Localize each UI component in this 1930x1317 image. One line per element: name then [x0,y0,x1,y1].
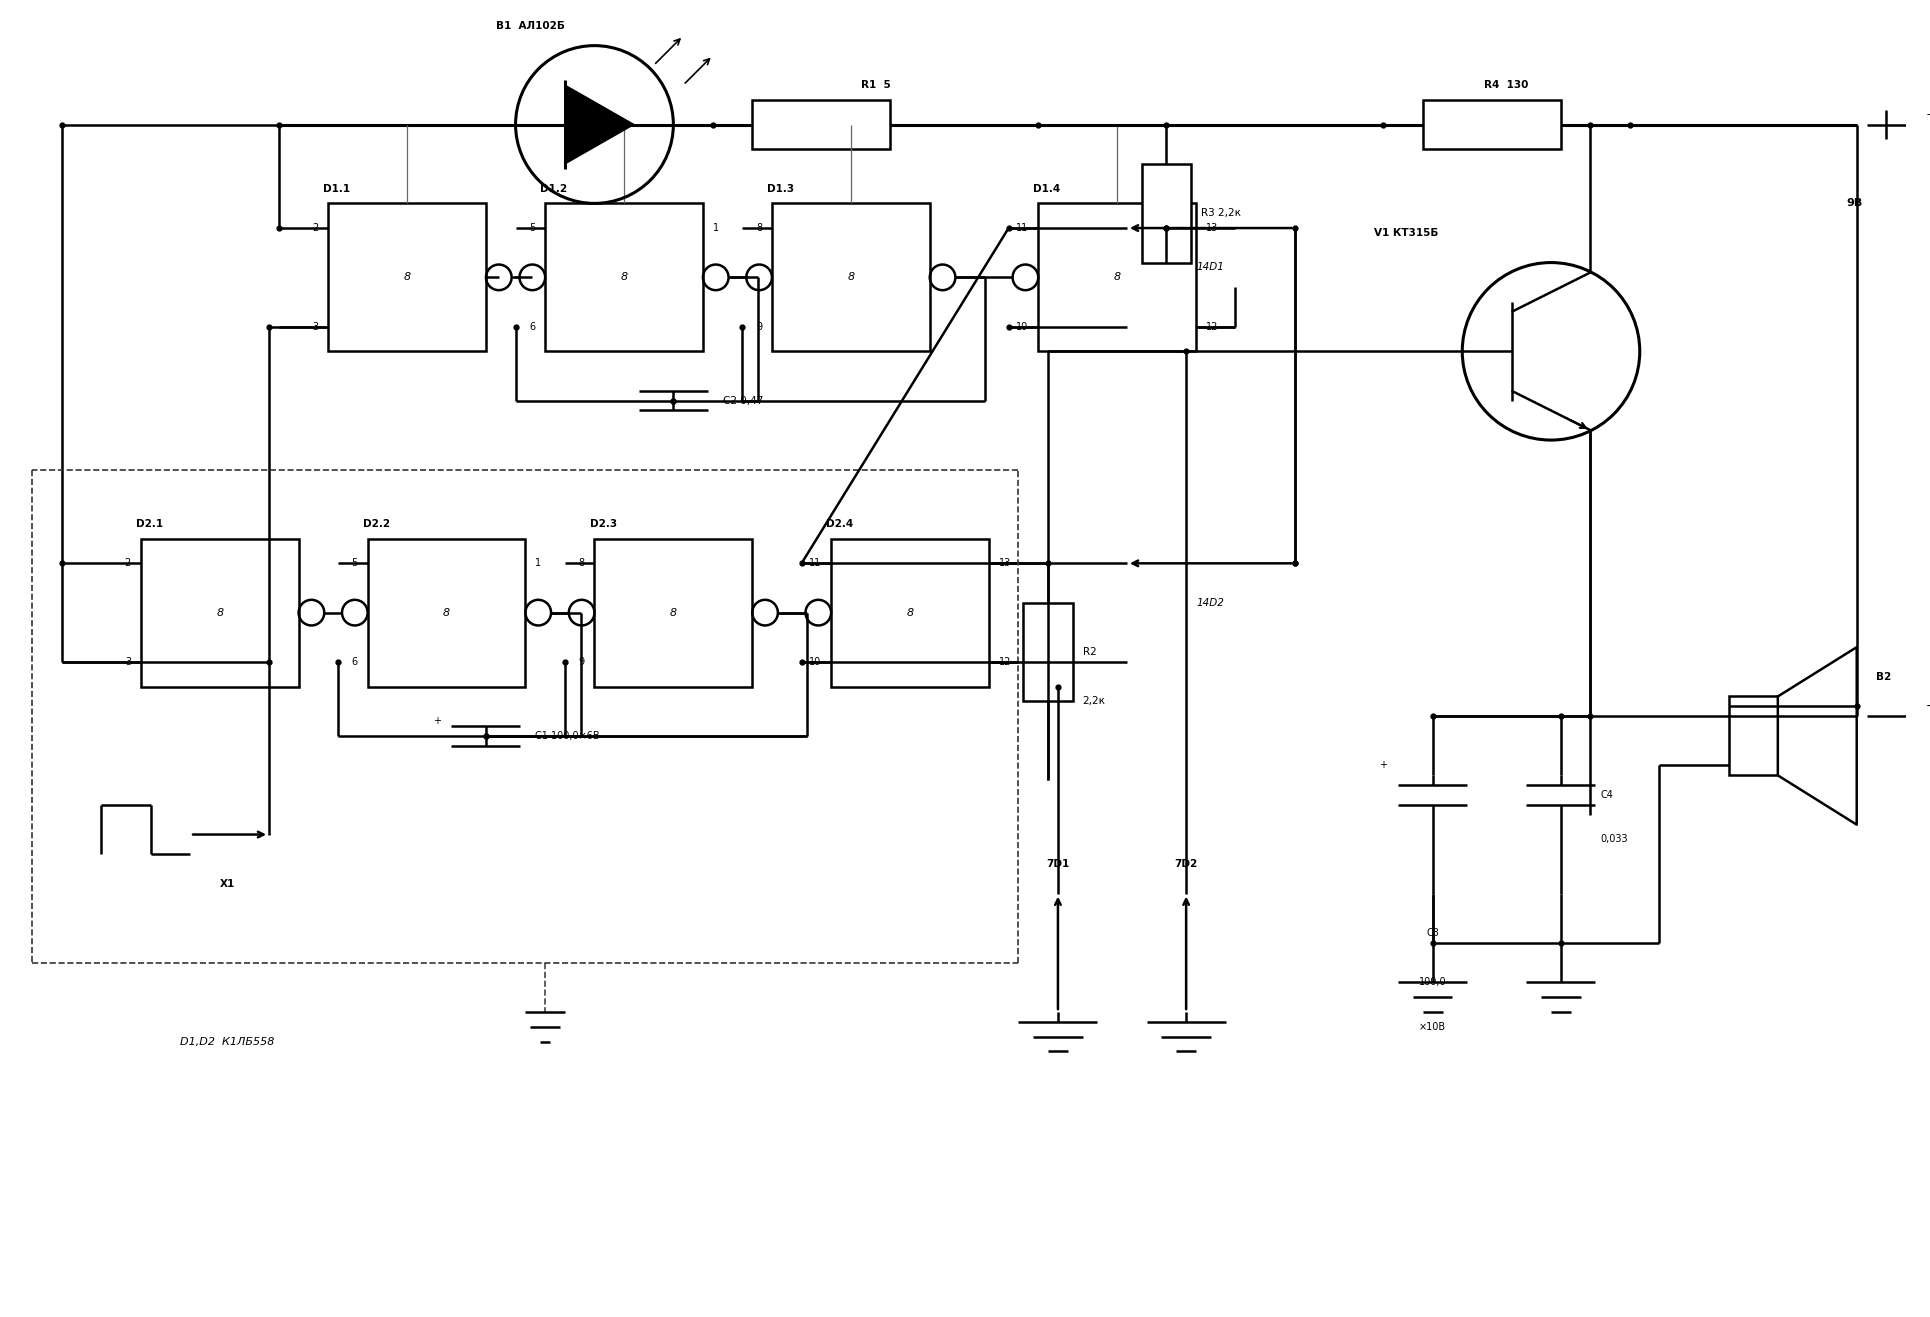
Text: 10: 10 [809,657,822,666]
Text: 14D1: 14D1 [1197,262,1226,273]
Bar [1143,163,1191,262]
Text: 8: 8 [579,558,585,569]
Bar [328,203,486,352]
Text: 9: 9 [579,657,585,666]
Text: C3: C3 [1426,928,1440,938]
Bar [367,539,525,686]
Text: 9В: 9В [1847,199,1862,208]
Text: 5: 5 [351,558,357,569]
Bar [544,203,703,352]
Text: +: + [1380,760,1388,770]
Bar [594,539,753,686]
Text: 8: 8 [620,273,627,282]
Text: 8: 8 [1114,273,1121,282]
Text: В2: В2 [1876,672,1891,682]
Text: 2: 2 [313,223,318,233]
Bar [772,203,930,352]
Bar [1729,697,1778,776]
Text: 8: 8 [403,273,411,282]
Text: Х1: Х1 [220,878,235,889]
Text: 3: 3 [125,657,131,666]
Text: 6: 6 [351,657,357,666]
Text: 8: 8 [670,607,677,618]
Bar [141,539,299,686]
Text: C4: C4 [1600,790,1613,801]
Text: R2: R2 [1083,647,1096,657]
Polygon shape [1778,647,1857,824]
Text: 12: 12 [1206,321,1218,332]
Text: 8: 8 [444,607,450,618]
Text: C1 100,0×6В: C1 100,0×6В [535,731,600,741]
Text: V1 КТ315Б: V1 КТ315Б [1374,228,1438,238]
Text: 8: 8 [847,273,855,282]
Bar [1023,603,1073,702]
Text: 7D1: 7D1 [1046,859,1069,869]
Text: D1,D2  К1ЛБ558: D1,D2 К1ЛБ558 [179,1036,274,1047]
Bar [753,100,890,149]
Text: 2: 2 [125,558,131,569]
Text: D1.1: D1.1 [322,183,351,194]
Text: 8: 8 [216,607,224,618]
Bar [1422,100,1561,149]
Text: 8: 8 [757,223,762,233]
Text: 3: 3 [313,321,318,332]
Text: D1.3: D1.3 [766,183,793,194]
Text: 6: 6 [529,321,535,332]
Text: 11: 11 [809,558,822,569]
Text: D2.2: D2.2 [363,519,390,529]
Text: 13: 13 [1000,558,1011,569]
Text: 9: 9 [757,321,762,332]
Text: R1  5: R1 5 [861,80,890,90]
Text: 10: 10 [1015,321,1029,332]
Text: 100,0: 100,0 [1419,977,1446,988]
Text: +: + [1926,108,1930,121]
Text: 12: 12 [1000,657,1011,666]
Text: 2,2к: 2,2к [1083,697,1106,706]
Text: 5: 5 [529,223,535,233]
Text: 14D2: 14D2 [1197,598,1226,607]
Text: D2.3: D2.3 [589,519,618,529]
Text: D1.4: D1.4 [1033,183,1062,194]
Bar [1038,203,1197,352]
Text: ×10В: ×10В [1419,1022,1446,1031]
Text: В1  АЛ102Б: В1 АЛ102Б [496,21,565,30]
Text: R4  130: R4 130 [1484,80,1529,90]
Text: +: + [432,716,440,726]
Text: 7D2: 7D2 [1175,859,1199,869]
Text: D1.2: D1.2 [540,183,567,194]
Text: 11: 11 [1015,223,1029,233]
Text: 1: 1 [712,223,718,233]
Text: 13: 13 [1206,223,1218,233]
Polygon shape [565,86,633,163]
Text: 0,033: 0,033 [1600,835,1627,844]
Text: C2 0,47: C2 0,47 [722,395,762,406]
Text: −: − [1926,699,1930,712]
Text: D2.1: D2.1 [135,519,162,529]
Bar [832,539,988,686]
Text: R3 2,2к: R3 2,2к [1200,208,1241,219]
Text: 8: 8 [907,607,913,618]
Text: 1: 1 [535,558,542,569]
Text: D2.4: D2.4 [826,519,853,529]
